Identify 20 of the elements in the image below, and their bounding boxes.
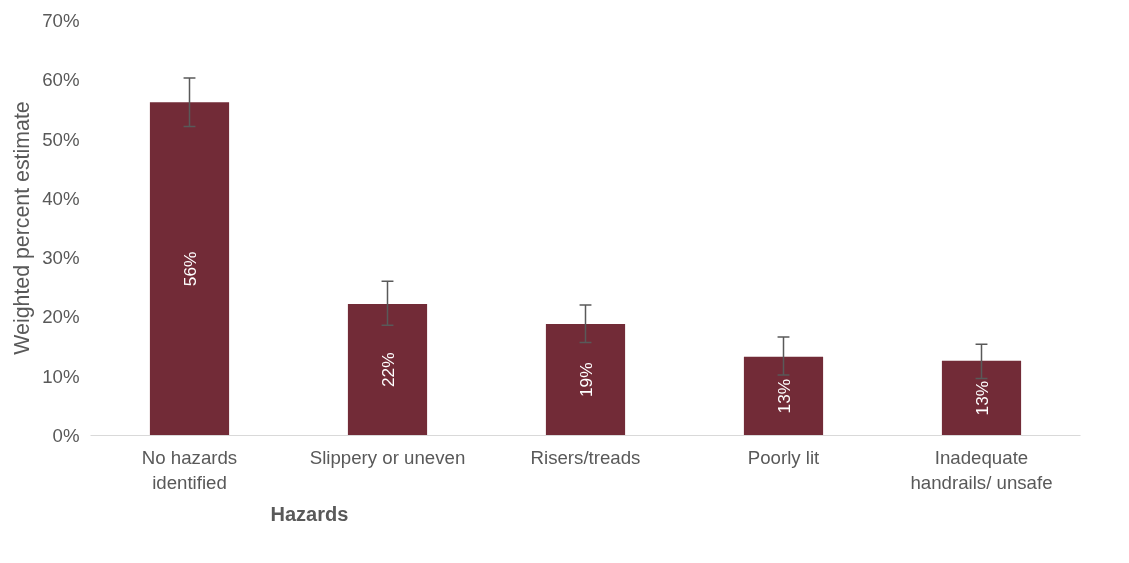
x-tick-label: Slippery or uneven	[309, 446, 466, 468]
data-label: 56%	[179, 251, 200, 287]
y-axis-title: Weighted percent estimate	[10, 101, 35, 355]
x-tick-label: Risers/treads	[530, 446, 641, 468]
x-tick-label: No hazards identified	[141, 446, 238, 493]
data-label: 13%	[971, 380, 992, 416]
y-tick-label: 30%	[42, 247, 80, 269]
data-label: 22%	[377, 352, 398, 388]
data-label: 13%	[773, 378, 794, 414]
y-tick-label: 20%	[42, 306, 80, 328]
x-tick-label: Poorly lit	[747, 446, 821, 468]
y-tick-label: 0%	[52, 425, 80, 446]
x-tick-label: Inadequate handrails/ unsafe	[910, 446, 1053, 493]
x-axis-title: Hazards	[270, 502, 349, 525]
y-tick-label: 50%	[42, 128, 80, 150]
y-tick-label: 60%	[42, 69, 80, 91]
data-label: 19%	[575, 362, 596, 398]
y-tick-label: 70%	[42, 10, 80, 31]
y-tick-label: 10%	[42, 365, 80, 387]
y-tick-label: 40%	[42, 187, 80, 209]
